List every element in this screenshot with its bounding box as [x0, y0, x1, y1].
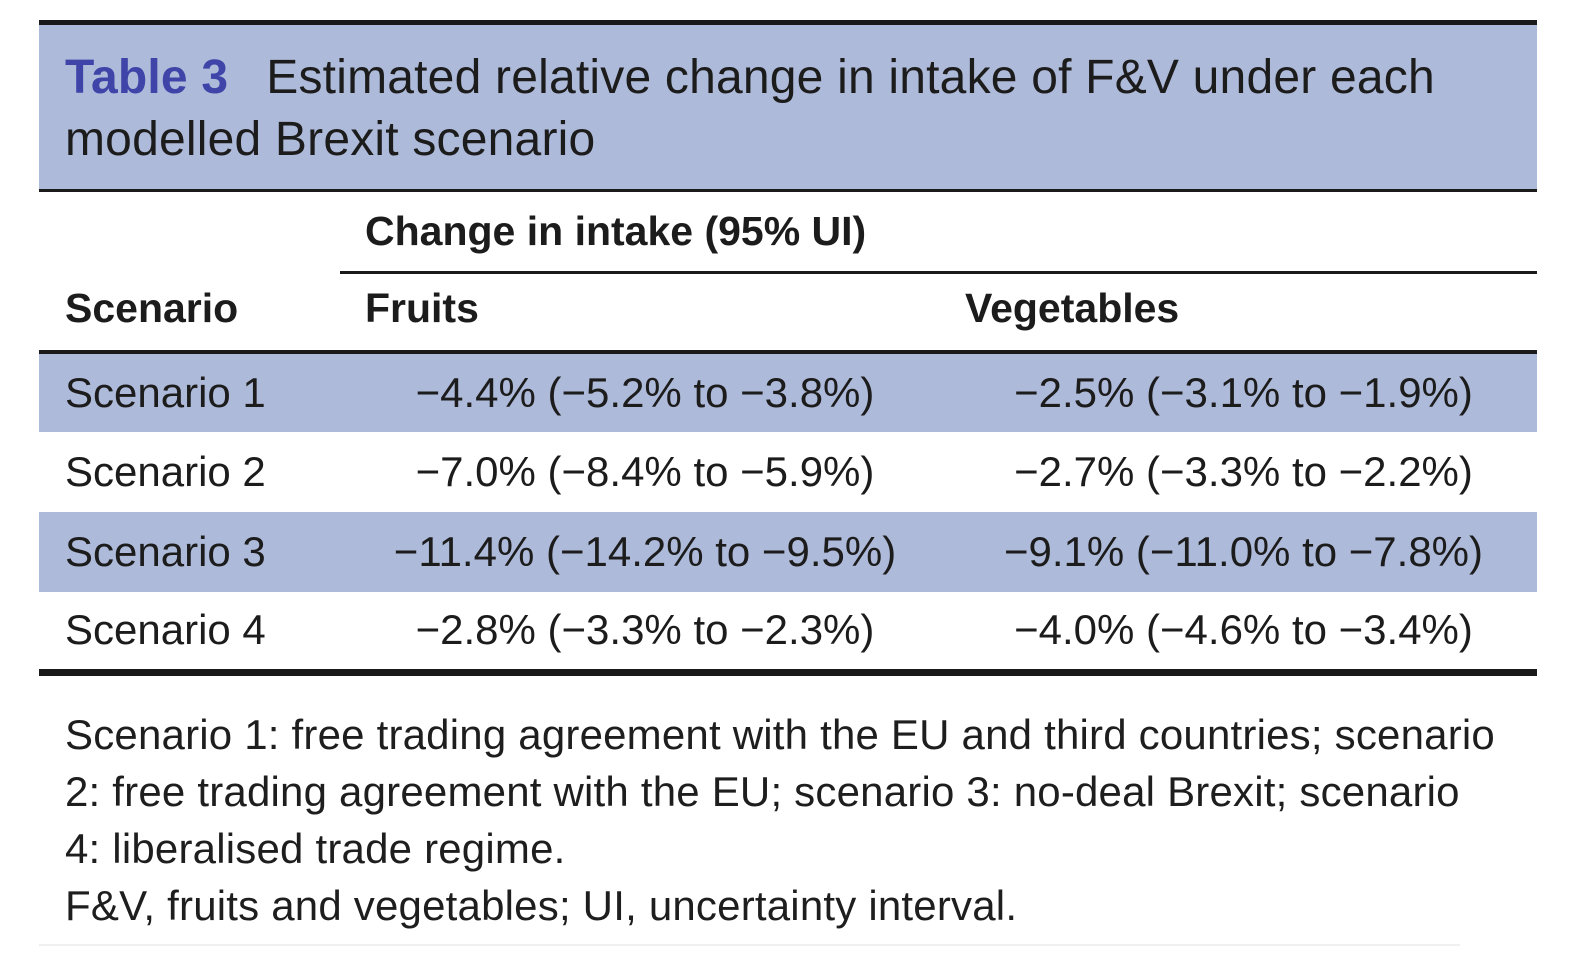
- footnote-abbreviations: F&V, fruits and vegetables; UI, uncertai…: [65, 881, 1018, 929]
- table-row-scenario-3: Scenario 3 −11.4% (−14.2% to −9.5%) −9.1…: [39, 512, 1537, 592]
- table-row-scenario-2: Scenario 2 −7.0% (−8.4% to −5.9%) −2.7% …: [39, 432, 1537, 512]
- table-row-scenario-4: Scenario 4 −2.8% (−3.3% to −2.3%) −4.0% …: [39, 592, 1537, 676]
- scenario-cell: Scenario 3: [65, 528, 266, 575]
- fruits-value-cell: −11.4% (−14.2% to −9.5%): [393, 528, 897, 575]
- table-caption-title: Estimated relative change in intake of F…: [65, 51, 1435, 166]
- column-header-scenario: Scenario: [39, 272, 340, 354]
- vegetables-value-cell: −4.0% (−4.6% to −3.4%): [950, 592, 1537, 676]
- fruits-value-cell: −4.4% (−5.2% to −3.8%): [415, 369, 875, 416]
- table-caption-label: Table 3: [65, 51, 229, 104]
- scenario-cell: Scenario 4: [39, 592, 340, 676]
- column-header-fruits: Fruits: [340, 272, 950, 354]
- scenario-cell: Scenario 2: [65, 448, 266, 495]
- data-table: Change in intake (95% UI) Scenario Fruit…: [39, 192, 1537, 676]
- table-row-scenario-1: Scenario 1 −4.4% (−5.2% to −3.8%) −2.5% …: [39, 352, 1537, 432]
- spanner-row: Change in intake (95% UI): [39, 192, 1537, 274]
- table-3-block: Table 3 Estimated relative change in inta…: [39, 20, 1537, 934]
- spanner-spacer-cell: [39, 192, 340, 272]
- scenario-cell: Scenario 1: [65, 369, 266, 416]
- column-header-vegetables: Vegetables: [950, 272, 1537, 354]
- table-caption: Table 3 Estimated relative change in inta…: [39, 20, 1537, 192]
- vegetables-value-cell: −9.1% (−11.0% to −7.8%): [1003, 528, 1484, 575]
- column-header-row: Scenario Fruits Vegetables: [39, 272, 1537, 354]
- footnote-scenario-definitions: Scenario 1: free trading agreement with …: [65, 710, 1495, 872]
- vegetables-value-cell: −2.5% (−3.1% to −1.9%): [1014, 369, 1473, 416]
- table-footnotes: Scenario 1: free trading agreement with …: [39, 706, 1537, 934]
- vegetables-value-cell: −2.7% (−3.3% to −2.2%): [1014, 448, 1473, 495]
- fruits-value-cell: −7.0% (−8.4% to −5.9%): [415, 448, 875, 495]
- page-bottom-rule: [39, 944, 1460, 946]
- fruits-value-cell: −2.8% (−3.3% to −2.3%): [340, 592, 950, 676]
- spanner-header: Change in intake (95% UI): [340, 192, 1537, 274]
